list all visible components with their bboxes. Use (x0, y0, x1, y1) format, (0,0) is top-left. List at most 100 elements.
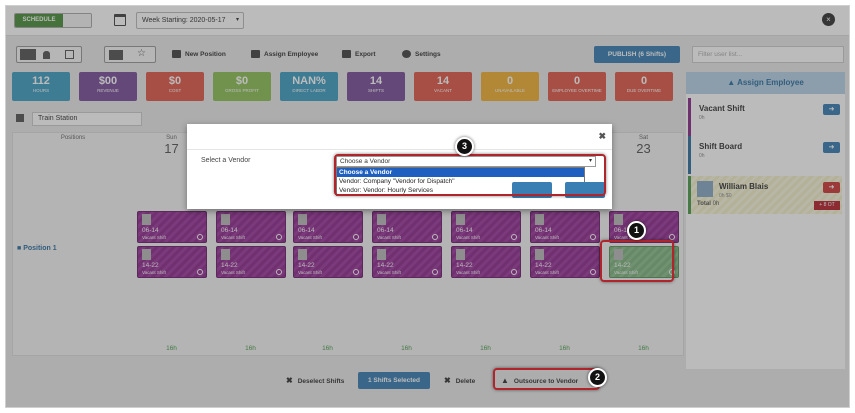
shift-card[interactable]: 06-14 Vacant Shift (137, 211, 207, 243)
delete-button[interactable]: ✖ Delete (444, 372, 475, 389)
delete-label: Delete (455, 378, 476, 385)
arrow-right-icon[interactable]: ➜ (823, 182, 840, 193)
add-icon[interactable] (197, 234, 203, 240)
add-icon[interactable] (590, 269, 596, 275)
shift-status: Vacant Shift (298, 270, 322, 275)
outsource-label: Outsource to Vendor (513, 378, 579, 385)
vendor-option[interactable]: Vendor: Vendor: Hourly Services (339, 187, 433, 194)
highlight-outsource-button (493, 368, 600, 390)
shift-card[interactable]: 06-14 Vacant Shift (372, 211, 442, 243)
employee-item[interactable]: William Blais 0h $0 ➜ Total 0h + 8 OT (688, 176, 842, 214)
location-name[interactable]: Train Station (32, 112, 142, 126)
avatar (298, 249, 307, 260)
assign-employee-button[interactable]: Assign Employee (251, 47, 318, 62)
shift-card[interactable]: 14-22 Vacant Shift (216, 246, 286, 278)
new-position-label: New Position (185, 51, 226, 58)
metric-tile: $0 GROSS PROFIT (213, 72, 271, 101)
add-icon[interactable] (590, 234, 596, 240)
metric-label: VACANT (434, 88, 452, 93)
metric-tile: $00 REVENUE (79, 72, 137, 101)
vendor-option[interactable]: Vendor: Company "Vendor for Dispatch" (339, 178, 455, 185)
user-icon: ▲ (501, 376, 509, 385)
shift-time: 14-22 (298, 262, 315, 269)
image-icon[interactable] (109, 50, 123, 60)
add-icon[interactable] (432, 269, 438, 275)
add-icon[interactable] (353, 234, 359, 240)
day-number: 23 (636, 141, 651, 156)
shifts-selected-button[interactable]: 1 Shifts Selected (358, 372, 430, 389)
shift-time: 06-14 (456, 227, 473, 234)
avatar (221, 214, 230, 225)
shift-card[interactable]: 14-22 Vacant Shift (293, 246, 363, 278)
metric-value: 14 (369, 75, 383, 87)
view-schedule-icon[interactable] (20, 49, 36, 60)
shift-card[interactable]: 14-22 Vacant Shift (530, 246, 600, 278)
add-icon[interactable] (511, 269, 517, 275)
add-icon[interactable] (669, 234, 675, 240)
shift-card[interactable]: 14-22 Vacant Shift (609, 246, 679, 278)
day-hours-total: 16h (245, 345, 256, 352)
deselect-shifts-button[interactable]: ✖ Deselect Shifts (286, 372, 344, 389)
shift-card[interactable]: 06-14 Vacant Shift (530, 211, 600, 243)
shift-card[interactable]: 14-22 Vacant Shift (451, 246, 521, 278)
avatar (535, 249, 544, 260)
shift-card[interactable]: 06-14 Vacant Shift (293, 211, 363, 243)
view-mode-group[interactable]: ☆ (104, 46, 156, 63)
close-icon[interactable]: × (822, 13, 835, 26)
vacant-shift-item[interactable]: Vacant Shift 0h ➜ (688, 98, 842, 136)
add-icon[interactable] (197, 269, 203, 275)
metric-value: $0 (235, 75, 249, 87)
user-icon[interactable] (43, 51, 50, 59)
filter-input[interactable]: Filter user list... (692, 46, 844, 63)
shift-status: Vacant Shift (221, 235, 245, 240)
shift-card[interactable]: 14-22 Vacant Shift (372, 246, 442, 278)
export-button[interactable]: Export (342, 47, 376, 62)
metric-value: $00 (98, 75, 118, 87)
shift-status: Vacant Shift (456, 235, 480, 240)
employee-name: William Blais (719, 182, 769, 191)
shift-time: 14-22 (142, 262, 159, 269)
shift-board-item[interactable]: Shift Board 0h ➜ (688, 136, 842, 174)
view-toggle-group[interactable] (16, 46, 82, 63)
assign-employee-header: ▲ Assign Employee (686, 72, 845, 94)
export-label: Export (355, 51, 376, 58)
shift-card[interactable]: 14-22 Vacant Shift (137, 246, 207, 278)
metric-tile: 0 DUE OVERTIME (615, 72, 673, 101)
publish-button[interactable]: PUBLISH (6 Shifts) (594, 46, 680, 63)
chevron-down-icon: ▾ (588, 158, 592, 164)
total-label: Total (697, 201, 711, 207)
shift-card[interactable]: 06-14 Vacant Shift (216, 211, 286, 243)
add-icon[interactable] (511, 234, 517, 240)
metric-tile: NAN% DIRECT LABOR (280, 72, 338, 101)
bottom-action-bar: ✖ Deselect Shifts 1 Shifts Selected ✖ Dele… (6, 361, 849, 401)
shift-card[interactable]: 06-14 Vacant Shift (451, 211, 521, 243)
settings-button[interactable]: Settings (402, 47, 441, 62)
metric-label: UNAVAILABLE (494, 88, 526, 93)
new-position-button[interactable]: New Position (172, 47, 226, 62)
vendor-select[interactable]: Choose a Vendor ▾ (336, 156, 596, 167)
week-select[interactable]: Week Starting: 2020-05-17 ▾ (136, 12, 244, 29)
calendar-icon[interactable] (114, 14, 126, 26)
arrow-right-icon[interactable]: ➜ (823, 142, 840, 153)
select-vendor-label: Select a Vendor (201, 157, 251, 164)
outsource-to-vendor-button[interactable]: ▲ Outsource to Vendor (501, 372, 578, 389)
close-icon[interactable]: ✖ (598, 131, 606, 141)
shift-board-name: Shift Board (699, 142, 743, 151)
calendar-view-icon[interactable] (65, 50, 74, 59)
day-hours-total: 16h (559, 345, 570, 352)
vendor-option[interactable]: Choose a Vendor (337, 168, 584, 177)
avatar (298, 214, 307, 225)
arrow-right-icon[interactable]: ➜ (823, 104, 840, 115)
shift-time: 06-14 (535, 227, 552, 234)
star-icon[interactable]: ☆ (137, 48, 146, 59)
metric-value: $0 (168, 75, 182, 87)
day-number: 17 (164, 141, 179, 156)
shift-status: Vacant Shift (614, 235, 638, 240)
schedule-toggle[interactable]: SCHEDULE (14, 13, 92, 28)
add-icon[interactable] (276, 269, 282, 275)
add-icon[interactable] (276, 234, 282, 240)
metric-label: GROSS PROFIT (224, 88, 259, 93)
add-icon[interactable] (432, 234, 438, 240)
shift-status: Vacant Shift (614, 270, 638, 275)
add-icon[interactable] (353, 269, 359, 275)
